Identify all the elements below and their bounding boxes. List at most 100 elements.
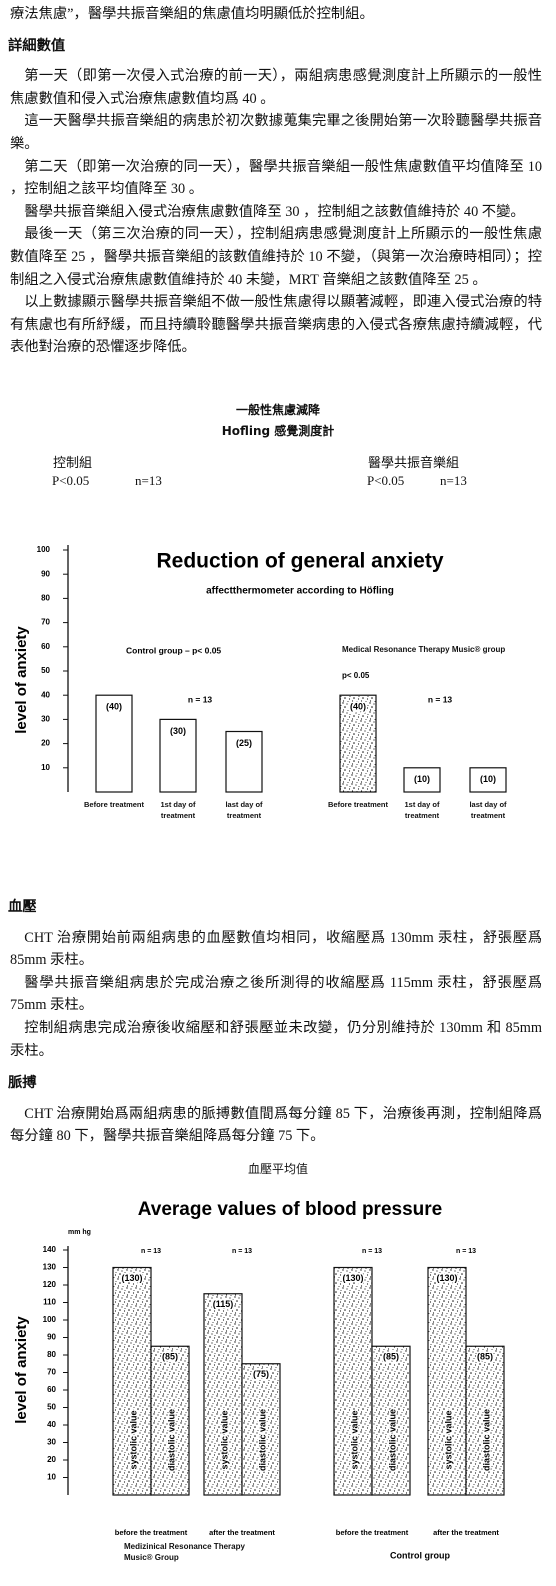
- paragraph: 最後一天（第三次治療的同一天），控制組病患感覺測度計上所顯示的一般性焦慮數值降至…: [10, 226, 542, 288]
- y-tick-label: 140: [43, 1245, 57, 1254]
- bar: [225, 730, 263, 793]
- section: 血壓 CHT 治療開始前兩組病患的血壓數值均相同，收縮壓爲 130mm 汞柱，舒…: [8, 887, 542, 1148]
- x-tick-label: last day of treatment: [225, 800, 263, 820]
- y-axis-label: level of anxiety: [13, 1316, 30, 1424]
- group-label: Medical Resonance Therapy Music® group: [342, 645, 506, 654]
- bar: [333, 1266, 373, 1496]
- group-p: P<0.05: [367, 473, 405, 488]
- paragraph: 這一天醫學共振音樂組的病患於初次數據蒐集完畢之後開始第一次聆聽醫學共振音樂。: [10, 113, 542, 152]
- y-tick-label: 20: [47, 1455, 56, 1464]
- paragraphs: CHT 治療開始前兩組病患的血壓數值均相同，收縮壓爲 130mm 汞柱，舒張壓爲…: [10, 927, 542, 1063]
- value-label: (115): [213, 1299, 234, 1309]
- figure-caption: 一般性焦慮減降: [235, 403, 320, 417]
- group-note: p< 0.05: [342, 671, 370, 680]
- value-label: (85): [162, 1352, 178, 1362]
- value-label: (25): [236, 738, 252, 748]
- series-name: systolic value: [349, 1410, 359, 1469]
- group-p: P<0.05: [52, 473, 90, 488]
- paragraphs: CHT 治療開始爲兩組病患的脈搏數值間爲每分鐘 85 下，治療後再測，控制組降爲…: [10, 1103, 542, 1148]
- n-label: n = 13: [141, 1248, 161, 1255]
- chart-title: Reduction of general anxiety: [156, 550, 443, 573]
- y-tick-label: 130: [43, 1263, 57, 1272]
- bar: [95, 694, 133, 793]
- y-tick-label: 70: [41, 618, 50, 627]
- value-label: (85): [383, 1352, 399, 1362]
- y-tick-label: 100: [43, 1315, 57, 1324]
- series-name: systolic value: [219, 1410, 229, 1469]
- y-axis-label: level of anxiety: [13, 626, 30, 734]
- value-label: (130): [436, 1273, 457, 1283]
- series-name: diastolic value: [387, 1409, 397, 1471]
- group-n: n=13: [440, 473, 467, 488]
- x-tick-label: after the treatment: [433, 1528, 499, 1537]
- heading: 詳細數值: [8, 37, 66, 54]
- paragraph: 醫學共振音樂組入侵式治療焦慮數值降至 30 ，控制組之該數值維持於 40 不變。: [24, 203, 525, 220]
- chart-subtitle: affectthermometer according to Höfling: [206, 586, 394, 597]
- paragraph: 第一天（即第一次侵入式治療的前一天），兩組病患感覺測度計上所顯示的一般性焦慮數值…: [10, 68, 542, 107]
- y-tick-label: 60: [41, 642, 50, 651]
- value-label: (130): [342, 1273, 363, 1283]
- x-tick-label: last day of treatment: [469, 800, 507, 820]
- x-tick-label: 1st day of treatment: [404, 800, 440, 820]
- group-name: 醫學共振音樂組: [368, 456, 460, 471]
- group-label: Control group – p< 0.05: [126, 645, 221, 655]
- y-tick-label: 70: [47, 1368, 56, 1377]
- y-tick-label: 30: [41, 715, 50, 724]
- y-tick-label: 50: [41, 666, 50, 675]
- paragraph: 控制組病患完成治療後收縮壓和舒張壓並未改變，仍分別維持於 130mm 和 85m…: [10, 1019, 542, 1059]
- group-n: n=13: [135, 473, 162, 488]
- y-tick-label: 80: [41, 594, 50, 603]
- bar: [427, 1266, 467, 1496]
- series-name: systolic value: [443, 1410, 453, 1469]
- value-label: (85): [477, 1352, 493, 1362]
- y-tick-label: 10: [47, 1473, 56, 1482]
- heading: 血壓: [8, 899, 37, 915]
- heading: 脈搏: [8, 1075, 37, 1092]
- n-label: n = 13: [232, 1248, 252, 1255]
- y-tick-label: 40: [41, 690, 50, 699]
- paragraph: 醫學共振音樂組病患於完成治療之後所測得的收縮壓爲 115mm 汞柱，舒張壓爲 7…: [10, 974, 542, 1014]
- series-name: diastolic value: [257, 1409, 267, 1471]
- x-tick-label: 1st day of treatment: [160, 800, 196, 820]
- y-tick-label: 60: [47, 1385, 56, 1394]
- paragraph: 第二天（即第一次治療的同一天），醫學共振音樂組一般性焦慮數值平均值降至 10 ，…: [10, 158, 542, 198]
- group-label: Control group: [390, 1550, 450, 1560]
- group-n: n = 13: [188, 694, 213, 704]
- y-tick-label: 80: [47, 1350, 56, 1359]
- paragraph: CHT 治療開始爲兩組病患的脈搏數值間爲每分鐘 85 下，治療後再測，控制組降爲…: [10, 1105, 542, 1145]
- series-name: diastolic value: [166, 1409, 176, 1471]
- group-name: 控制組: [53, 456, 93, 471]
- value-label: (40): [350, 702, 366, 712]
- value-label: (30): [170, 726, 186, 736]
- bar: [403, 767, 441, 793]
- n-label: n = 13: [362, 1248, 382, 1255]
- bar: [469, 767, 507, 793]
- series-name: systolic value: [128, 1410, 138, 1469]
- paragraph: CHT 治療開始前兩組病患的血壓數值均相同，收縮壓爲 130mm 汞柱，舒張壓爲…: [10, 929, 542, 969]
- paragraph: 以上數據顯示醫學共振音樂組不做一般性焦慮得以顯著減輕，即連入侵式治療的特有焦慮也…: [10, 294, 542, 356]
- group-n: n = 13: [428, 694, 453, 704]
- value-label: (40): [106, 702, 122, 712]
- y-tick-label: 50: [47, 1403, 56, 1412]
- figure-caption: Hofling 感覺測度計: [221, 424, 335, 438]
- bar: [241, 1363, 281, 1496]
- y-tick-label: 90: [41, 569, 50, 578]
- value-label: (10): [414, 774, 430, 784]
- x-tick-label: Before treatment: [328, 800, 389, 809]
- bar: [371, 1345, 411, 1496]
- value-label: (10): [480, 774, 496, 784]
- y-tick-label: 90: [47, 1333, 56, 1342]
- x-tick-label: Before treatment: [84, 800, 145, 809]
- chart-title: Average values of blood pressure: [138, 1199, 442, 1220]
- bar: [159, 718, 197, 793]
- y-tick-label: 100: [37, 545, 51, 554]
- y-tick-label: 20: [41, 739, 50, 748]
- value-label: (130): [121, 1273, 142, 1283]
- x-tick-label: after the treatment: [209, 1528, 275, 1537]
- x-tick-label: before the treatment: [336, 1528, 409, 1537]
- group-label: Medizinical Resonance Therapy Music® Gro…: [124, 1542, 245, 1562]
- paragraphs: 第一天（即第一次侵入式治療的前一天），兩組病患感覺測度計上所顯示的一般性焦慮數值…: [10, 65, 542, 359]
- bar: [203, 1293, 243, 1496]
- n-label: n = 13: [456, 1248, 476, 1255]
